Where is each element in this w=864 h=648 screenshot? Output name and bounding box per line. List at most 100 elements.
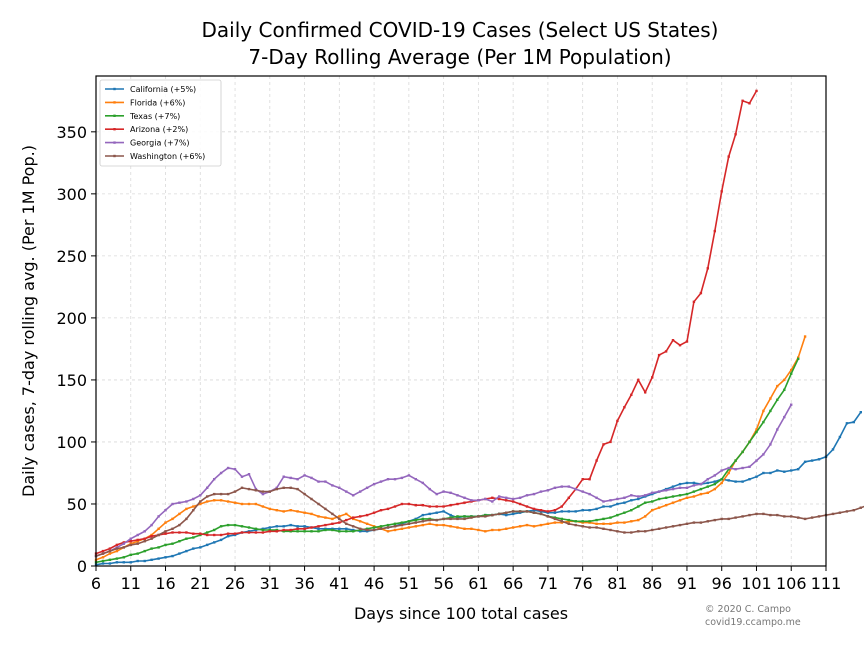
data-point bbox=[331, 512, 334, 516]
data-point bbox=[421, 513, 424, 517]
data-point bbox=[414, 525, 417, 528]
data-point bbox=[651, 500, 654, 503]
data-point bbox=[616, 530, 619, 533]
data-point bbox=[692, 300, 696, 303]
data-point bbox=[359, 527, 362, 530]
data-point bbox=[685, 486, 689, 489]
data-point bbox=[331, 517, 334, 521]
data-point bbox=[581, 478, 584, 481]
data-point bbox=[664, 504, 668, 507]
data-point bbox=[484, 497, 487, 501]
data-point bbox=[671, 339, 675, 342]
data-point bbox=[213, 499, 216, 502]
data-point bbox=[428, 518, 431, 522]
data-point bbox=[553, 521, 557, 524]
data-point bbox=[553, 486, 557, 489]
data-point bbox=[498, 497, 501, 501]
data-point bbox=[400, 523, 404, 527]
data-point bbox=[685, 340, 689, 343]
data-point bbox=[755, 428, 758, 431]
data-point bbox=[435, 523, 438, 527]
data-point bbox=[637, 518, 640, 522]
data-point bbox=[275, 525, 278, 528]
data-point bbox=[477, 499, 480, 502]
data-point bbox=[317, 502, 320, 506]
x-tick-label: 11 bbox=[121, 574, 141, 593]
data-point bbox=[518, 525, 522, 528]
data-point bbox=[192, 532, 195, 535]
data-point bbox=[755, 89, 758, 93]
data-point bbox=[185, 507, 188, 511]
data-point bbox=[651, 491, 654, 494]
data-point bbox=[108, 562, 112, 565]
data-point bbox=[435, 492, 438, 496]
data-point bbox=[539, 509, 543, 512]
data-point bbox=[518, 502, 522, 506]
data-point bbox=[122, 556, 125, 559]
data-point bbox=[296, 530, 299, 533]
data-point bbox=[734, 516, 737, 519]
data-point bbox=[157, 546, 160, 549]
data-point bbox=[289, 476, 292, 480]
data-point bbox=[699, 521, 703, 524]
data-point bbox=[199, 533, 202, 537]
data-point bbox=[171, 554, 174, 558]
data-point bbox=[755, 512, 758, 516]
data-point bbox=[741, 480, 744, 483]
data-point bbox=[671, 487, 675, 491]
data-point bbox=[491, 496, 494, 499]
data-point bbox=[769, 397, 772, 400]
x-axis-ticks: 6 11 16 21 26 31 36 41 46 51 56 61 66 71 76 81 86 91 96 101… bbox=[91, 566, 841, 593]
legend-label: Georgia (+7%) bbox=[130, 139, 190, 148]
x-tick-label: 31 bbox=[260, 574, 280, 593]
data-point bbox=[435, 511, 438, 514]
data-point bbox=[254, 487, 258, 491]
data-point bbox=[289, 523, 292, 527]
data-point bbox=[143, 540, 146, 543]
data-point bbox=[143, 530, 146, 533]
data-point bbox=[553, 516, 557, 519]
data-point bbox=[602, 527, 605, 530]
data-point bbox=[282, 475, 285, 478]
data-point bbox=[345, 518, 348, 522]
data-point bbox=[352, 517, 355, 521]
data-point bbox=[449, 513, 452, 517]
data-point bbox=[150, 537, 153, 540]
data-point bbox=[511, 497, 515, 501]
data-point bbox=[831, 448, 835, 451]
data-point bbox=[233, 501, 237, 504]
data-point bbox=[797, 468, 800, 471]
data-point bbox=[115, 547, 119, 550]
data-point bbox=[783, 515, 786, 518]
data-point bbox=[261, 531, 265, 534]
data-point bbox=[199, 502, 202, 506]
data-point bbox=[664, 487, 668, 491]
data-point bbox=[581, 490, 584, 493]
data-point bbox=[303, 527, 306, 530]
data-point bbox=[852, 420, 855, 424]
data-point bbox=[706, 267, 709, 270]
data-point bbox=[372, 528, 376, 532]
data-point bbox=[720, 481, 723, 485]
data-point bbox=[324, 528, 327, 532]
data-point bbox=[664, 350, 668, 353]
data-point bbox=[546, 511, 550, 514]
data-point bbox=[428, 487, 431, 491]
data-point bbox=[518, 510, 522, 513]
data-point bbox=[101, 562, 105, 565]
data-point bbox=[741, 515, 744, 518]
data-point bbox=[505, 499, 508, 502]
data-point bbox=[567, 496, 570, 499]
data-point bbox=[783, 415, 786, 419]
data-point bbox=[254, 502, 258, 506]
data-point bbox=[657, 497, 661, 501]
data-point bbox=[623, 496, 626, 499]
data-point bbox=[213, 492, 216, 496]
data-point bbox=[581, 520, 584, 523]
legend-marker bbox=[113, 114, 116, 117]
data-point bbox=[644, 501, 647, 504]
x-tick-label: 81 bbox=[607, 574, 627, 593]
data-point bbox=[518, 511, 522, 514]
data-point bbox=[122, 546, 125, 549]
data-point bbox=[296, 510, 299, 513]
